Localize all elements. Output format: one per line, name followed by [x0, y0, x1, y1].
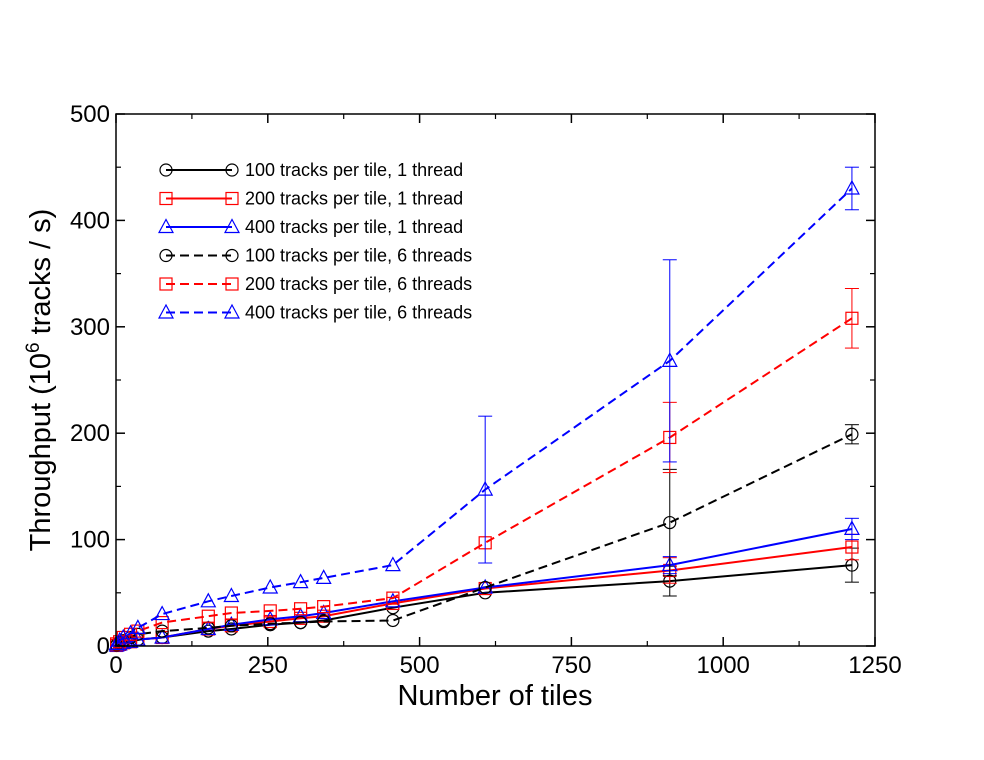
legend-label: 200 tracks per tile, 1 thread — [245, 189, 463, 209]
series-400-tracks-per-tile-6-threads — [108, 166, 860, 650]
y-axis-title-exponent: 6 — [23, 342, 44, 353]
data-point-100-tracks-per-tile-6-threads — [263, 617, 277, 631]
legend: 100 tracks per tile, 1 thread 200 tracks … — [157, 160, 472, 323]
y-tick-label: 100 — [70, 527, 110, 554]
x-tick-label: 1250 — [848, 652, 901, 679]
data-point-100-tracks-per-tile-6-threads — [845, 427, 859, 441]
data-point-100-tracks-per-tile-6-threads — [293, 615, 308, 630]
plot-layer — [108, 166, 860, 653]
data-point-400-tracks-per-tile-1-thread — [315, 604, 332, 620]
legend-label: 200 tracks per tile, 6 threads — [245, 274, 472, 294]
data-point-400-tracks-per-tile-1-thread — [843, 520, 860, 536]
data-point-200-tracks-per-tile-6-threads — [155, 615, 169, 630]
x-tick-label: 1000 — [697, 652, 750, 679]
data-point-400-tracks-per-tile-6-threads — [262, 578, 279, 594]
data-point-100-tracks-per-tile-6-threads — [386, 613, 400, 628]
y-axis-title: Throughput (106 tracks / s) — [23, 209, 57, 552]
series-line-400-tracks-per-tile-1-thread — [116, 528, 853, 647]
data-point-200-tracks-per-tile-6-threads — [224, 606, 238, 620]
legend-marker — [225, 248, 239, 263]
legend-entry-200-tracks-per-tile-6-threads: 200 tracks per tile, 6 threads — [159, 274, 472, 294]
y-axis-title-base: 10 — [25, 353, 57, 385]
series-line-100-tracks-per-tile-6-threads — [116, 433, 853, 646]
y-tick-label: 400 — [70, 207, 110, 234]
legend-marker — [159, 163, 173, 177]
data-point-400-tracks-per-tile-6-threads — [129, 619, 146, 635]
data-point-400-tracks-per-tile-6-threads — [292, 573, 309, 589]
x-axis-title: Number of tiles — [397, 680, 592, 712]
data-point-200-tracks-per-tile-6-threads — [386, 591, 400, 605]
data-point-200-tracks-per-tile-6-threads — [293, 602, 308, 616]
legend-entry-200-tracks-per-tile-1-thread: 200 tracks per tile, 1 thread — [159, 189, 463, 209]
data-point-100-tracks-per-tile-6-threads — [155, 624, 169, 638]
y-tick-label: 300 — [70, 314, 110, 341]
axes-layer — [115, 113, 876, 647]
data-point-400-tracks-per-tile-6-threads — [200, 592, 217, 608]
series-100-tracks-per-tile-1-thread — [110, 547, 859, 653]
legend-label: 100 tracks per tile, 1 thread — [245, 160, 463, 180]
legend-marker — [223, 303, 241, 319]
data-point-200-tracks-per-tile-1-thread — [845, 540, 859, 554]
series-400-tracks-per-tile-1-thread — [108, 517, 860, 652]
legend-label: 400 tracks per tile, 6 threads — [245, 303, 472, 323]
legend-entry-100-tracks-per-tile-6-threads: 100 tracks per tile, 6 threads — [159, 246, 472, 266]
legend-entry-400-tracks-per-tile-6-threads: 400 tracks per tile, 6 threads — [157, 303, 472, 323]
y-tick-label: 0 — [97, 633, 110, 660]
ticks-layer: 0 250 500 750 1000 1250 0 100 200 300 400 500 — [70, 101, 902, 679]
x-tick-label: 250 — [248, 652, 288, 679]
legend-entry-400-tracks-per-tile-1-thread: 400 tracks per tile, 1 thread — [157, 217, 463, 237]
legend-entry-100-tracks-per-tile-1-thread: 100 tracks per tile, 1 thread — [159, 160, 463, 180]
data-point-200-tracks-per-tile-6-threads — [263, 604, 277, 618]
x-tick-label: 0 — [109, 652, 122, 679]
legend-marker — [159, 277, 173, 291]
data-point-400-tracks-per-tile-6-threads — [477, 480, 494, 496]
x-tick-label: 500 — [400, 652, 440, 679]
legend-label: 400 tracks per tile, 1 thread — [245, 217, 463, 237]
legend-marker — [225, 277, 239, 291]
data-point-400-tracks-per-tile-6-threads — [223, 587, 240, 603]
series-line-200-tracks-per-tile-6-threads — [116, 317, 853, 645]
data-point-200-tracks-per-tile-6-threads — [123, 627, 138, 641]
legend-marker — [225, 191, 239, 206]
data-point-200-tracks-per-tile-6-threads — [201, 609, 215, 623]
plot-frame — [115, 113, 876, 647]
data-point-100-tracks-per-tile-6-threads — [478, 580, 492, 595]
data-point-200-tracks-per-tile-6-threads — [317, 600, 331, 614]
data-point-400-tracks-per-tile-6-threads — [315, 569, 332, 585]
y-tick-label: 200 — [70, 420, 110, 447]
data-point-100-tracks-per-tile-6-threads — [224, 619, 238, 633]
legend-label: 100 tracks per tile, 6 threads — [245, 246, 472, 266]
legend-marker — [157, 218, 175, 234]
data-point-100-tracks-per-tile-6-threads — [663, 515, 677, 530]
data-point-400-tracks-per-tile-1-thread — [384, 592, 401, 608]
legend-marker — [159, 248, 173, 263]
legend-marker — [225, 163, 239, 177]
data-point-400-tracks-per-tile-6-threads — [154, 605, 171, 621]
data-point-200-tracks-per-tile-6-threads — [845, 311, 859, 325]
data-point-400-tracks-per-tile-6-threads — [384, 556, 401, 572]
data-point-200-tracks-per-tile-1-thread — [293, 611, 308, 625]
data-point-400-tracks-per-tile-1-thread — [223, 615, 240, 631]
data-point-400-tracks-per-tile-6-threads — [843, 179, 860, 195]
data-point-400-tracks-per-tile-6-threads — [115, 628, 132, 644]
series-line-400-tracks-per-tile-6-threads — [115, 187, 853, 645]
legend-marker — [223, 218, 241, 234]
y-axis-title-suffix: tracks / s) — [25, 209, 57, 343]
x-tick-label: 750 — [551, 652, 591, 679]
data-point-400-tracks-per-tile-6-threads — [661, 352, 678, 367]
y-tick-label: 500 — [70, 101, 110, 128]
legend-marker — [159, 191, 173, 206]
data-point-100-tracks-per-tile-6-threads — [317, 614, 331, 629]
y-axis-title-prefix: Throughput ( — [25, 385, 57, 551]
data-point-400-tracks-per-tile-6-threads — [122, 624, 139, 640]
legend-marker — [157, 303, 175, 319]
